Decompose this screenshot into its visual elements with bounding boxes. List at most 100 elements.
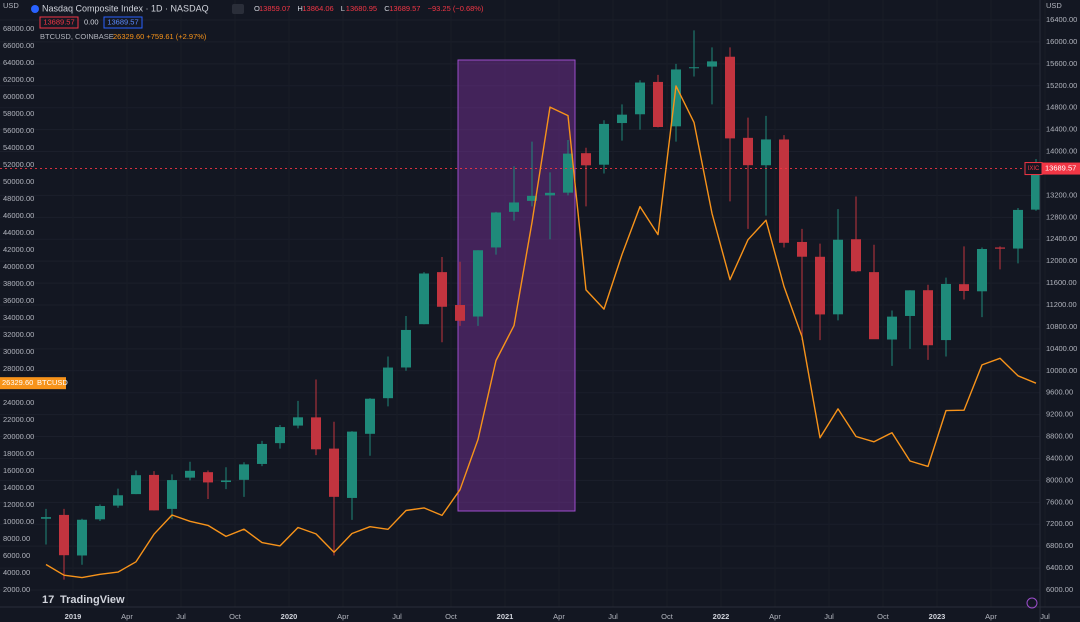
x-tick-label: 2023 <box>929 612 946 621</box>
candle-body <box>581 153 591 166</box>
candle-body <box>203 472 213 483</box>
ohlc-value: 13680.95 <box>346 4 377 13</box>
brand: TradingView <box>60 594 125 606</box>
candle-body <box>347 431 357 498</box>
y-tick-label: 54000.00 <box>3 143 34 152</box>
candle-body <box>815 256 825 315</box>
candle-body <box>1013 209 1023 249</box>
y2-tick-label: 11200.00 <box>1046 300 1077 309</box>
y2-tick-label: 6400.00 <box>1046 563 1073 572</box>
candle-body <box>761 139 771 166</box>
candle-body <box>923 290 933 346</box>
x-tick-label: 2019 <box>65 612 82 621</box>
y2-tick-label: 10400.00 <box>1046 344 1077 353</box>
x-tick-label: 2020 <box>281 612 298 621</box>
ohlc-key: O <box>254 4 260 13</box>
y-tick-label: 28000.00 <box>3 364 34 373</box>
y2-tick-label: 16400.00 <box>1046 15 1077 24</box>
price-box-text: 13689.57 <box>43 17 74 26</box>
x-tick-label: Oct <box>661 612 674 621</box>
y-tick-label: 16000.00 <box>3 466 34 475</box>
candle-body <box>905 290 915 316</box>
candle-body <box>257 443 267 464</box>
candle-body <box>959 284 969 291</box>
y-tick-label: 40000.00 <box>3 262 34 271</box>
y-tick-label: 34000.00 <box>3 313 34 322</box>
btc-line <box>45 85 1037 579</box>
x-tick-label: Oct <box>229 612 242 621</box>
last-price-tag <box>1042 162 1080 175</box>
candle-body <box>221 480 231 483</box>
y2-tick-label: 7600.00 <box>1046 497 1073 506</box>
y-tick-label: 56000.00 <box>3 126 34 135</box>
y-tick-label: 2000.00 <box>3 585 30 594</box>
candle-body <box>473 250 483 317</box>
ohlc-key: L <box>341 4 345 13</box>
y2-tick-label: 8800.00 <box>1046 432 1073 441</box>
series-name: IXIC <box>1028 166 1040 172</box>
last-price-label: 13689.57 <box>1045 164 1076 173</box>
y-tick-label: 64000.00 <box>3 58 34 67</box>
candle-body <box>743 137 753 166</box>
menu-button[interactable] <box>232 4 244 14</box>
replay-icon[interactable] <box>1026 597 1038 609</box>
y-tick-label: 10000.00 <box>3 517 34 526</box>
y2-tick-label: 9600.00 <box>1046 388 1073 397</box>
y-tick-label: 44000.00 <box>3 228 34 237</box>
candle-body <box>383 367 393 399</box>
y-tick-label: 32000.00 <box>3 330 34 339</box>
candle-body <box>671 69 681 127</box>
y2-tick-label: 13200.00 <box>1046 190 1077 199</box>
plot-area <box>0 30 1040 580</box>
candle-body <box>617 114 627 124</box>
x-tick-label: Apr <box>121 612 133 621</box>
candle-body <box>239 464 249 480</box>
last-price-tag <box>0 377 66 390</box>
y-tick-label: 46000.00 <box>3 211 34 220</box>
candle-body <box>869 272 879 340</box>
candle-body <box>185 470 195 478</box>
y2-tick-label: 9200.00 <box>1046 410 1073 419</box>
y-tick-label: 48000.00 <box>3 194 34 203</box>
y-tick-label: 8000.00 <box>3 534 30 543</box>
candle-body <box>545 192 555 196</box>
candle-body <box>833 239 843 315</box>
candle-body <box>1031 168 1040 210</box>
candle-body <box>707 61 717 67</box>
change: −93.25 (−0.68%) <box>428 4 484 13</box>
candle-body <box>311 417 321 450</box>
x-tick-label: Jul <box>392 612 402 621</box>
candle-body <box>329 448 339 497</box>
candle-body <box>149 474 159 511</box>
candle-body <box>887 316 897 340</box>
ohlc-value: 13864.06 <box>302 4 333 13</box>
y2-tick-label: 6000.00 <box>1046 585 1073 594</box>
last-price-label: 26329.60 <box>2 378 33 387</box>
y2-tick-label: 14000.00 <box>1046 147 1077 156</box>
ohlc-key: C <box>384 4 390 13</box>
candle-body <box>977 248 987 292</box>
candle-body <box>851 239 861 272</box>
y2-tick-label: 10800.00 <box>1046 322 1077 331</box>
price-box <box>103 16 143 29</box>
brand-logo: 17 <box>42 594 54 606</box>
series-name: BTCUSD <box>37 378 68 387</box>
y2-tick-label: 8000.00 <box>1046 475 1073 484</box>
candle-body <box>563 153 573 193</box>
candle-body <box>635 82 645 115</box>
y-tick-label: 42000.00 <box>3 245 34 254</box>
candle-body <box>77 519 87 556</box>
chart-title: Nasdaq Composite Index · 1D · NASDAQ <box>42 3 209 13</box>
ohlc-row: O 13859.07 H 13864.06 L 13680.95 C 13689.57 −93.… <box>254 4 484 13</box>
y-tick-label: 22000.00 <box>3 415 34 424</box>
candle-body <box>941 283 951 341</box>
x-tick-label: Apr <box>337 612 349 621</box>
y-tick-label: 36000.00 <box>3 296 34 305</box>
x-tick-label: Jul <box>1040 612 1050 621</box>
candle-body <box>167 480 177 509</box>
candle-body <box>293 417 303 426</box>
candle-body <box>275 427 285 444</box>
x-tick-label: Oct <box>445 612 458 621</box>
y-tick-label: 52000.00 <box>3 160 34 169</box>
